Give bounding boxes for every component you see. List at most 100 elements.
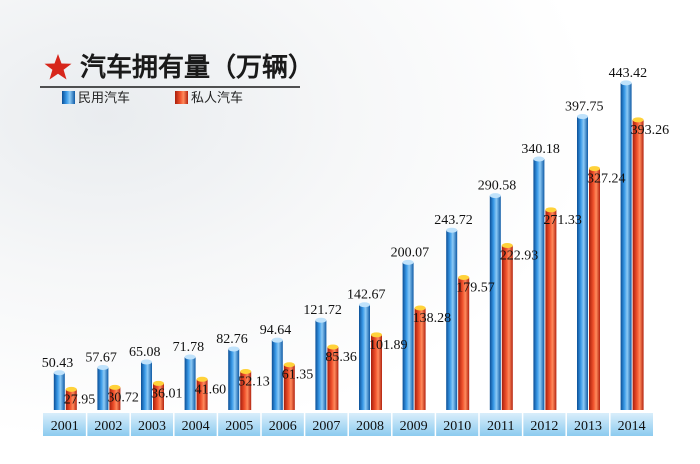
bar-private-2013 <box>589 168 600 410</box>
x-tick-2003: 2003 <box>138 419 166 434</box>
bar-civil-2004 <box>184 357 196 410</box>
bar-cap-private-2011 <box>501 243 513 249</box>
value-label-civil-2009: 200.07 <box>391 245 430 260</box>
bar-private-2012 <box>545 209 557 410</box>
bar-civil-2006 <box>271 340 283 410</box>
value-label-civil-2010: 243.72 <box>434 213 473 228</box>
value-labels-layer: 50.43 27.95 57.67 30.72 65.08 36.01 71.78 41.60… <box>42 66 669 408</box>
bar-cap-civil-2004 <box>184 354 196 360</box>
bar-cap-private-2003 <box>153 380 164 386</box>
value-label-civil-2014: 443.42 <box>609 66 648 81</box>
x-tick-2001: 2001 <box>51 419 79 434</box>
bar-civil-2013 <box>577 116 588 410</box>
bar-civil-2007 <box>315 320 327 410</box>
bar-civil-2011 <box>489 195 501 410</box>
value-label-private-2009: 138.28 <box>413 311 452 326</box>
bar-cap-private-2012 <box>545 207 557 213</box>
bar-cap-private-2013 <box>589 166 600 172</box>
bar-civil-2003 <box>141 361 152 410</box>
value-label-civil-2005: 82.76 <box>216 332 248 347</box>
x-tick-2008: 2008 <box>356 419 384 434</box>
bar-cap-civil-2006 <box>271 337 283 343</box>
bar-cap-civil-2013 <box>577 114 588 120</box>
x-ticks-layer: 2001 2002 2003 2004 2005 2006 2007 2008 2009 2010… <box>51 413 646 436</box>
bar-cap-private-2009 <box>414 305 426 311</box>
bar-cap-private-2002 <box>109 384 121 390</box>
bar-cap-private-2014 <box>632 117 644 123</box>
value-label-private-2010: 179.57 <box>456 281 495 296</box>
bar-cap-civil-2007 <box>315 317 327 323</box>
bar-private-2006 <box>283 364 295 410</box>
value-label-private-2011: 222.93 <box>500 249 539 264</box>
bar-cap-private-2007 <box>327 344 339 350</box>
x-tick-2009: 2009 <box>400 419 428 434</box>
value-label-civil-2013: 397.75 <box>565 100 604 115</box>
bar-cap-private-2008 <box>371 332 382 338</box>
bar-civil-2010 <box>446 230 458 410</box>
bar-cap-private-2006 <box>283 362 295 368</box>
bar-private-2010 <box>458 277 470 410</box>
legend-swatch-private <box>175 91 188 104</box>
value-label-civil-2004: 71.78 <box>173 340 205 355</box>
value-label-private-2012: 271.33 <box>543 213 582 228</box>
x-tick-2006: 2006 <box>269 419 297 434</box>
bar-private-2002 <box>109 387 121 410</box>
bar-private-2004 <box>196 379 208 410</box>
value-label-private-2006: 61.35 <box>282 368 314 383</box>
x-tick-2012: 2012 <box>530 419 558 434</box>
bar-civil-2002 <box>97 367 109 410</box>
x-tick-2004: 2004 <box>182 419 210 434</box>
bar-civil-2009 <box>402 262 414 410</box>
x-tick-2010: 2010 <box>443 419 471 434</box>
x-tick-2013: 2013 <box>574 419 602 434</box>
bar-private-2001 <box>65 389 77 410</box>
chart-title: 汽车拥有量（万辆） <box>80 52 314 83</box>
bar-private-2008 <box>371 334 382 410</box>
bar-cap-civil-2009 <box>402 259 414 265</box>
bar-cap-civil-2008 <box>359 302 370 308</box>
bar-private-2003 <box>153 383 164 410</box>
value-label-civil-2011: 290.58 <box>478 179 517 194</box>
bar-cap-private-2010 <box>458 275 470 281</box>
bars-layer <box>53 80 644 410</box>
value-label-private-2007: 85.36 <box>325 350 357 365</box>
bar-civil-2008 <box>359 304 370 410</box>
bar-cap-private-2005 <box>240 369 252 375</box>
bar-civil-2014 <box>620 82 632 410</box>
x-tick-2007: 2007 <box>312 419 340 434</box>
x-tick-2014: 2014 <box>618 419 646 434</box>
bar-civil-2012 <box>533 159 545 410</box>
star-icon <box>44 54 72 80</box>
legend-swatch-civil <box>62 91 75 104</box>
value-label-private-2005: 52.13 <box>238 375 270 390</box>
bar-cap-civil-2003 <box>141 359 152 365</box>
bar-civil-2005 <box>228 348 240 410</box>
bar-cap-civil-2011 <box>489 193 501 199</box>
value-label-civil-2006: 94.64 <box>260 323 292 338</box>
bar-cap-civil-2002 <box>97 364 109 370</box>
value-label-civil-2012: 340.18 <box>521 142 560 157</box>
value-label-private-2014: 393.26 <box>631 123 670 138</box>
bar-cap-civil-2010 <box>446 227 458 233</box>
x-tick-2002: 2002 <box>94 419 122 434</box>
bar-cap-private-2004 <box>196 376 208 382</box>
value-label-civil-2007: 121.72 <box>303 303 342 318</box>
bar-private-2007 <box>327 347 339 410</box>
bar-cap-private-2001 <box>65 386 77 392</box>
bar-cap-civil-2001 <box>53 370 65 376</box>
bar-private-2014 <box>632 119 644 410</box>
bar-cap-civil-2014 <box>620 80 632 86</box>
bar-private-2005 <box>240 371 252 410</box>
value-label-civil-2003: 65.08 <box>129 345 161 360</box>
value-label-private-2004: 41.60 <box>195 382 227 397</box>
bar-private-2011 <box>501 245 513 410</box>
value-label-private-2008: 101.89 <box>369 338 408 353</box>
value-label-private-2002: 30.72 <box>107 390 138 405</box>
bar-cap-civil-2012 <box>533 156 545 162</box>
value-label-civil-2001: 50.43 <box>42 356 74 371</box>
x-tick-2005: 2005 <box>225 419 253 434</box>
value-label-civil-2002: 57.67 <box>85 350 117 365</box>
value-label-private-2013: 327.24 <box>587 172 626 187</box>
